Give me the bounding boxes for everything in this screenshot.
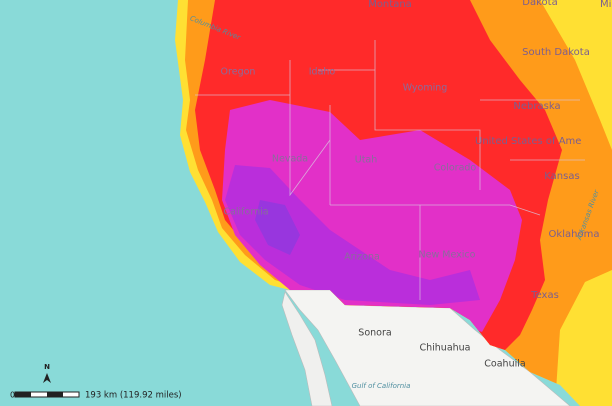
place-label: Sonora — [358, 328, 391, 339]
scale-bar: N 0 193 km (119.92 miles) — [10, 363, 182, 401]
place-label: Montana — [368, 0, 412, 10]
scale-bar-seg — [47, 392, 63, 397]
place-label: Wyoming — [403, 83, 448, 94]
place-label: Kansas — [544, 171, 579, 182]
scale-text: 193 km (119.92 miles) — [85, 391, 182, 401]
place-label: Dakota — [522, 0, 557, 8]
place-label: Mi — [600, 0, 611, 10]
place-label: Coahuila — [484, 359, 525, 370]
north-label: N — [44, 363, 50, 371]
place-label: New Mexico — [419, 250, 476, 261]
place-label: Texas — [530, 290, 559, 301]
north-arrow — [43, 373, 51, 383]
scale-zero: 0 — [10, 391, 15, 400]
place-label: Gulf of California — [352, 382, 411, 390]
place-label: Idaho — [309, 67, 336, 78]
heat-purple — [225, 165, 480, 305]
place-label: Nebraska — [513, 101, 560, 112]
place-label: Chihuahua — [419, 343, 470, 354]
place-label: Colorado — [434, 163, 477, 174]
scale-bar-seg — [15, 392, 31, 397]
place-label: Utah — [355, 155, 378, 166]
place-label: Nevada — [272, 154, 308, 165]
place-label: South Dakota — [522, 47, 590, 58]
heat-core — [255, 200, 300, 255]
place-label: Oregon — [221, 67, 256, 78]
baja — [281, 291, 333, 406]
place-label: California — [223, 207, 268, 218]
place-label: Oklahoma — [549, 229, 600, 240]
labels: Montana Dakota Mi South Dakota Nebraska Unite… — [189, 0, 612, 390]
state-borders — [195, 40, 585, 300]
place-label: Arizona — [344, 252, 380, 263]
place-label: United States of Ame — [475, 136, 581, 147]
